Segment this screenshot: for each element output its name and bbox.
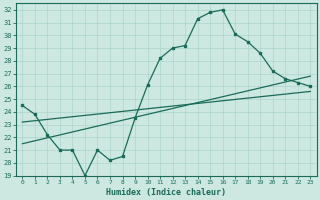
X-axis label: Humidex (Indice chaleur): Humidex (Indice chaleur) <box>106 188 226 197</box>
